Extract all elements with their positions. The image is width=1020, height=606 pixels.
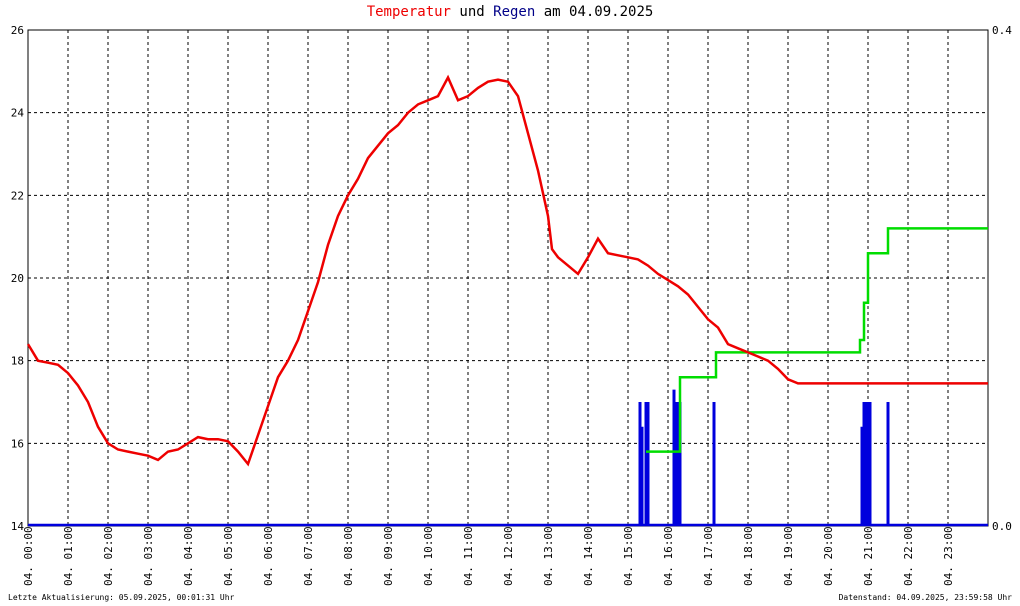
- title-connector: und: [450, 4, 494, 20]
- axis-labels: 14 16 18 20 22 24 26 0.0 0.4 04. 00:00 04. 01:00 04…: [11, 24, 1012, 586]
- x-tick-label: 04. 16:00: [662, 526, 675, 586]
- x-tick-label: 04. 02:00: [102, 526, 115, 586]
- x-tick-label: 04. 04:00: [182, 526, 195, 586]
- rain-sum-series: [646, 227, 988, 453]
- title-rain: Regen: [493, 4, 536, 20]
- title-temperature: Temperatur: [366, 4, 451, 20]
- x-tick-label: 04. 07:00: [302, 526, 315, 586]
- x-tick-label: 04. 08:00: [342, 526, 355, 586]
- x-tick-label: 04. 05:00: [222, 526, 235, 586]
- x-tick-label: 04. 14:00: [582, 526, 595, 586]
- x-tick-label: 04. 03:00: [142, 526, 155, 586]
- y-left-tick-label: 14: [11, 520, 25, 533]
- y-right-tick-label: 0.0: [992, 520, 1012, 533]
- chart-title: Temperatur und Regen am 04.09.2025: [0, 4, 1020, 20]
- rain-sum-line: [646, 227, 988, 453]
- temperature-series: [26, 74, 988, 467]
- title-date: am 04.09.2025: [535, 4, 654, 20]
- y-left-tick-label: 24: [11, 107, 25, 120]
- x-tick-label: 04. 10:00: [422, 526, 435, 586]
- x-tick-label: 04. 21:00: [862, 526, 875, 586]
- x-tick-label: 04. 22:00: [902, 526, 915, 586]
- x-tick-label: 04. 00:00: [22, 526, 35, 586]
- x-tick-label: 04. 18:00: [742, 526, 755, 586]
- x-tick-label: 04. 09:00: [382, 526, 395, 586]
- x-tick-label: 04. 20:00: [822, 526, 835, 586]
- y-left-tick-label: 18: [11, 355, 24, 368]
- y-left-tick-label: 26: [11, 24, 24, 37]
- x-tick-label: 04. 06:00: [262, 526, 275, 586]
- y-left-tick-label: 20: [11, 272, 24, 285]
- x-tick-label: 04. 13:00: [542, 526, 555, 586]
- x-tick-label: 04. 23:00: [942, 526, 955, 586]
- y-right-tick-label: 0.4: [992, 24, 1012, 37]
- x-tick-label: 04. 17:00: [702, 526, 715, 586]
- y-left-tick-label: 22: [11, 189, 24, 202]
- rain-bars: [28, 389, 988, 527]
- x-tick-label: 04. 15:00: [622, 526, 635, 586]
- x-tick-label: 04. 11:00: [462, 526, 475, 586]
- x-tick-label: 04. 19:00: [782, 526, 795, 586]
- x-tick-label: 04. 12:00: [502, 526, 515, 586]
- footer-last-update: Letzte Aktualisierung: 05.09.2025, 00:01…: [8, 593, 235, 602]
- x-tick-label: 04. 01:00: [62, 526, 75, 586]
- y-left-tick-label: 16: [11, 437, 24, 450]
- temperature-line: [26, 74, 988, 467]
- footer-data-status: Datenstand: 04.09.2025, 23:59:58 Uhr: [838, 593, 1012, 602]
